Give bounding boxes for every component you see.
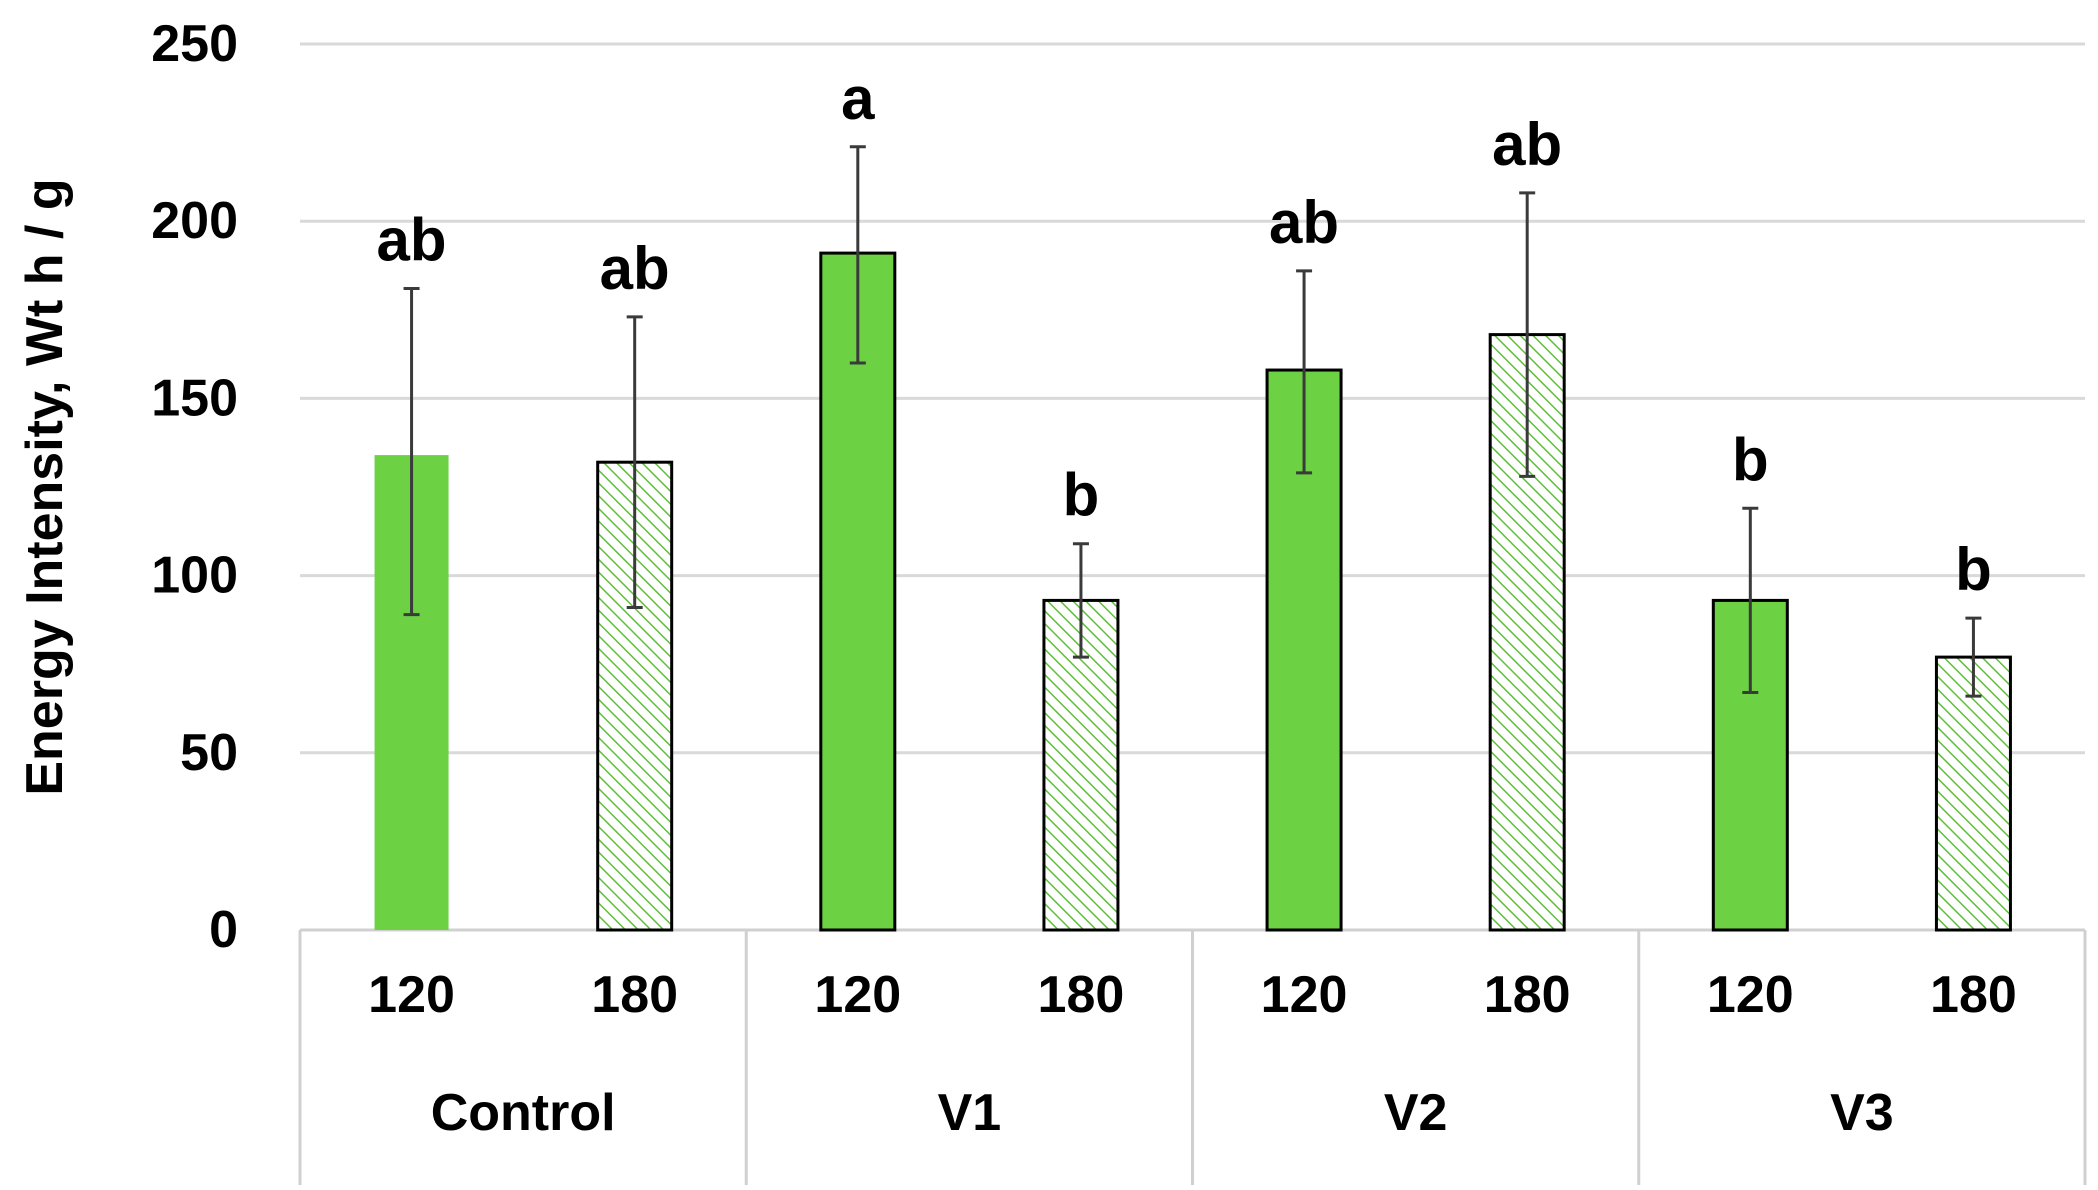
y-tick-label: 100 [151, 547, 238, 605]
category-label: 120 [1261, 966, 1348, 1024]
y-tick-label: 150 [151, 369, 238, 427]
bar-v1-180 [1042, 598, 1120, 932]
group-label: V3 [1830, 1084, 1894, 1142]
significance-letter: ab [377, 207, 447, 274]
category-label: 120 [814, 966, 901, 1024]
bar-v3-180 [1934, 655, 2012, 932]
significance-letter: ab [1269, 189, 1339, 256]
y-tick-label: 200 [151, 192, 238, 250]
significance-letter: a [841, 65, 875, 132]
bars [374, 251, 2012, 932]
significance-letter: ab [600, 235, 670, 302]
axes [298, 928, 2087, 1185]
group-label: Control [431, 1084, 616, 1142]
bar-v1-120 [819, 251, 897, 932]
gridlines [300, 42, 2085, 755]
category-label: 120 [1707, 966, 1794, 1024]
y-tick-label: 250 [151, 15, 238, 73]
y-tick-label: 50 [180, 724, 238, 782]
significance-letter: b [1732, 426, 1769, 493]
group-label: V2 [1384, 1084, 1448, 1142]
group-label: V1 [938, 1084, 1002, 1142]
category-label: 120 [368, 966, 455, 1024]
significance-letter: b [1955, 536, 1992, 603]
category-label: 180 [1484, 966, 1571, 1024]
error-bars [403, 145, 1982, 698]
category-label: 180 [1930, 966, 2017, 1024]
significance-letter: ab [1492, 111, 1562, 178]
category-label: 180 [591, 966, 678, 1024]
labels: 0 50 100 150 200 250 Energy Intensity, Wt h / … [16, 15, 2017, 1142]
category-label: 180 [1038, 966, 1125, 1024]
bar-control-180 [596, 460, 674, 932]
y-axis-title: Energy Intensity, Wt h / g [16, 178, 74, 795]
y-tick-label: 0 [209, 901, 238, 959]
significance-letter: b [1063, 462, 1100, 529]
